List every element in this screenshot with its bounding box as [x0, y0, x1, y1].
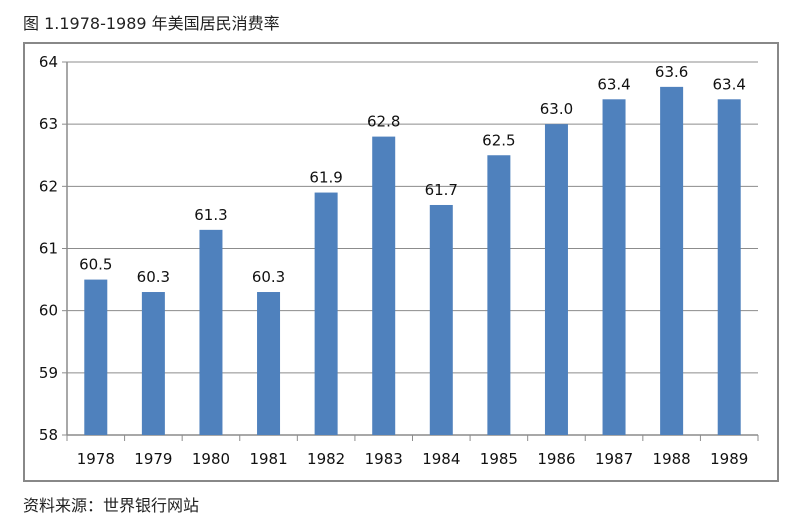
y-tick-label: 60: [39, 302, 58, 320]
x-tick-label: 1981: [249, 450, 287, 468]
y-tick-label: 63: [39, 115, 58, 133]
x-tick-label: 1979: [134, 450, 172, 468]
data-label: 61.9: [309, 169, 342, 187]
bar-1979: [141, 292, 165, 435]
chart-title: 图 1.1978-1989 年美国居民消费率: [23, 14, 280, 33]
y-tick-label: 61: [39, 240, 58, 258]
y-tick-label: 58: [39, 426, 58, 444]
data-label: 60.3: [137, 268, 170, 286]
source-note: 资料来源：世界银行网站: [23, 496, 200, 515]
x-tick-label: 1983: [365, 450, 403, 468]
bar-1988: [660, 86, 684, 435]
x-tick-label: 1980: [192, 450, 230, 468]
data-label: 63.6: [655, 63, 688, 81]
x-tick-label: 1989: [710, 450, 748, 468]
data-label: 63.0: [540, 100, 573, 118]
chart-frame: [23, 42, 779, 482]
data-label: 61.3: [194, 206, 227, 224]
bar-1989: [717, 99, 741, 436]
x-tick-label: 1978: [77, 450, 115, 468]
data-label: 63.4: [597, 75, 630, 93]
bar-1983: [372, 136, 396, 435]
x-tick-label: 1986: [537, 450, 575, 468]
y-tick-label: 59: [39, 364, 58, 382]
bar-1982: [314, 192, 338, 435]
data-label: 62.5: [482, 131, 515, 149]
y-tick-label: 64: [39, 53, 58, 71]
data-label: 61.7: [425, 181, 458, 199]
data-label: 62.8: [367, 113, 400, 131]
bar-1987: [602, 99, 626, 436]
bar-1986: [544, 124, 568, 436]
x-tick-label: 1982: [307, 450, 345, 468]
bar-1981: [257, 292, 281, 435]
x-tick-label: 1985: [480, 450, 518, 468]
bar-1980: [199, 229, 223, 435]
x-tick-label: 1984: [422, 450, 460, 468]
data-label: 60.3: [252, 268, 285, 286]
x-tick-label: 1987: [595, 450, 633, 468]
x-tick-label: 1988: [653, 450, 691, 468]
data-label: 63.4: [713, 75, 746, 93]
data-label: 60.5: [79, 256, 112, 274]
bar-1978: [84, 279, 108, 435]
bar-1985: [487, 155, 511, 435]
y-tick-label: 62: [39, 177, 58, 195]
bar-1984: [429, 204, 453, 435]
